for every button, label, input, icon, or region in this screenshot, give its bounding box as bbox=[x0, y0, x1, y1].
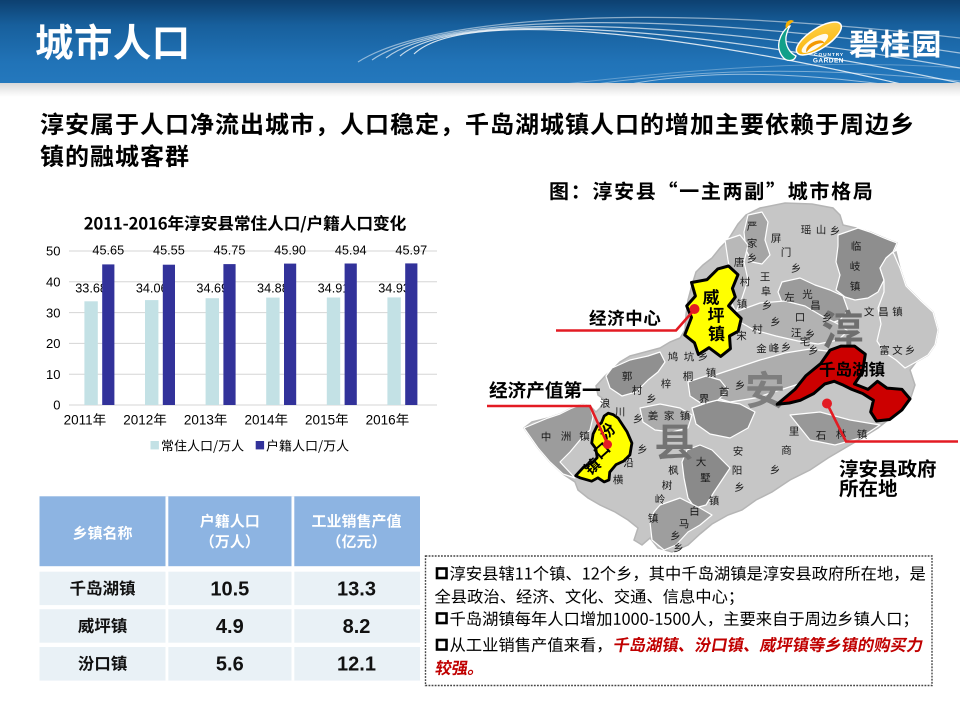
svg-text:40: 40 bbox=[46, 275, 60, 290]
svg-text:34.93: 34.93 bbox=[378, 282, 410, 296]
svg-text:50: 50 bbox=[46, 244, 60, 259]
svg-text:0: 0 bbox=[53, 398, 60, 413]
svg-text:2011: 2011 bbox=[64, 413, 93, 428]
svg-text:2015: 2015 bbox=[305, 413, 335, 428]
svg-text:2012: 2012 bbox=[123, 413, 153, 428]
svg-text:20: 20 bbox=[46, 336, 60, 351]
svg-text:2014: 2014 bbox=[244, 413, 275, 428]
svg-text:10.5: 10.5 bbox=[210, 578, 249, 600]
svg-text:8.2: 8.2 bbox=[343, 616, 371, 638]
svg-text:34.69: 34.69 bbox=[196, 282, 228, 296]
svg-text:12.1: 12.1 bbox=[337, 654, 376, 676]
svg-text:34.88: 34.88 bbox=[257, 282, 289, 296]
svg-text:34.06: 34.06 bbox=[136, 282, 168, 296]
svg-text:30: 30 bbox=[46, 305, 60, 320]
svg-text:34.91: 34.91 bbox=[318, 282, 350, 296]
svg-text:13.3: 13.3 bbox=[337, 578, 376, 600]
svg-text:GARDEN: GARDEN bbox=[813, 58, 844, 65]
svg-text:COUNTRY: COUNTRY bbox=[814, 52, 844, 58]
svg-text:2016: 2016 bbox=[366, 413, 396, 428]
svg-text:2013: 2013 bbox=[184, 413, 214, 428]
svg-text:45.65: 45.65 bbox=[92, 244, 124, 258]
svg-text:33.68: 33.68 bbox=[75, 282, 107, 296]
svg-text:45.94: 45.94 bbox=[335, 244, 367, 258]
svg-text:45.97: 45.97 bbox=[395, 244, 427, 258]
svg-text:4.9: 4.9 bbox=[216, 616, 244, 638]
svg-text:45.75: 45.75 bbox=[214, 244, 246, 258]
svg-text:10: 10 bbox=[46, 367, 60, 382]
svg-text:5.6: 5.6 bbox=[216, 654, 244, 676]
svg-text:45.90: 45.90 bbox=[274, 244, 306, 258]
svg-text:45.55: 45.55 bbox=[153, 244, 185, 258]
